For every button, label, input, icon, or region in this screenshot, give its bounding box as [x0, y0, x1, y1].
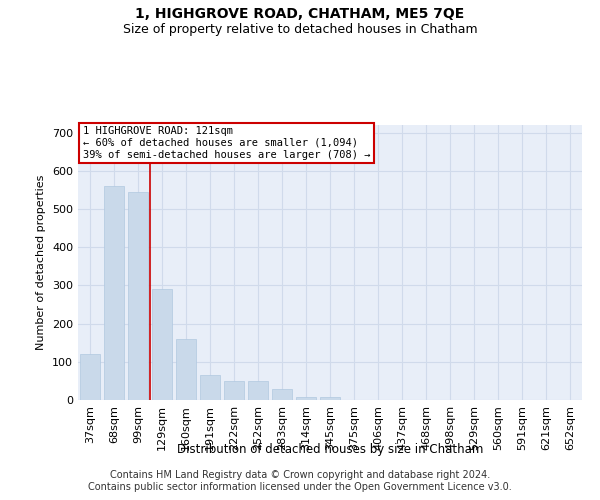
Text: Contains HM Land Registry data © Crown copyright and database right 2024.: Contains HM Land Registry data © Crown c…	[110, 470, 490, 480]
Text: 1, HIGHGROVE ROAD, CHATHAM, ME5 7QE: 1, HIGHGROVE ROAD, CHATHAM, ME5 7QE	[136, 8, 464, 22]
Bar	[200, 375, 220, 400]
Bar	[296, 397, 316, 400]
Bar	[152, 289, 172, 400]
Text: Distribution of detached houses by size in Chatham: Distribution of detached houses by size …	[177, 442, 483, 456]
Text: Size of property relative to detached houses in Chatham: Size of property relative to detached ho…	[122, 22, 478, 36]
Text: Contains public sector information licensed under the Open Government Licence v3: Contains public sector information licen…	[88, 482, 512, 492]
Bar	[224, 381, 244, 400]
Text: 1 HIGHGROVE ROAD: 121sqm
← 60% of detached houses are smaller (1,094)
39% of sem: 1 HIGHGROVE ROAD: 121sqm ← 60% of detach…	[83, 126, 371, 160]
Bar	[80, 354, 100, 400]
Y-axis label: Number of detached properties: Number of detached properties	[37, 175, 46, 350]
Bar	[272, 388, 292, 400]
Bar	[104, 186, 124, 400]
Bar	[176, 339, 196, 400]
Bar	[320, 397, 340, 400]
Bar	[128, 192, 148, 400]
Bar	[248, 381, 268, 400]
